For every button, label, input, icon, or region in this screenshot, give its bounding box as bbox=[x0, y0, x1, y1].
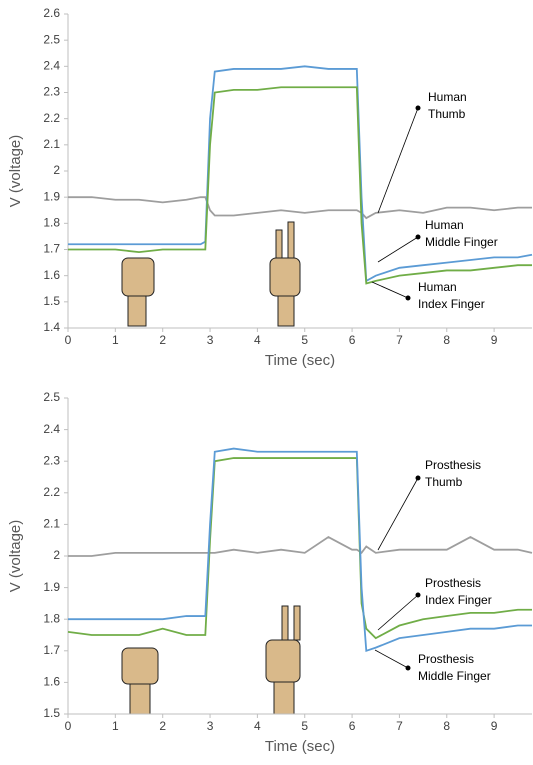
annotation: Human bbox=[425, 218, 464, 232]
y-axis-label: V (voltage) bbox=[7, 135, 24, 208]
annotation: Human bbox=[428, 90, 467, 104]
x-tick-label: 7 bbox=[396, 333, 403, 347]
annotation: Human bbox=[418, 280, 457, 294]
y-tick-label: 2 bbox=[53, 548, 60, 562]
x-tick-label: 6 bbox=[349, 333, 356, 347]
annotation: Thumb bbox=[428, 107, 466, 121]
x-tick-label: 1 bbox=[112, 333, 119, 347]
x-tick-label: 1 bbox=[112, 719, 119, 733]
leader-line bbox=[377, 477, 419, 551]
annotation: Prosthesis bbox=[425, 458, 481, 472]
y-tick-label: 1.8 bbox=[43, 216, 60, 230]
x-tick-label: 4 bbox=[254, 333, 261, 347]
x-tick-label: 3 bbox=[207, 719, 214, 733]
annotation: Prosthesis bbox=[425, 576, 481, 590]
leader-line bbox=[374, 649, 409, 669]
y-tick-label: 1.5 bbox=[43, 706, 60, 720]
x-tick-label: 3 bbox=[207, 333, 214, 347]
y-tick-label: 2.4 bbox=[43, 422, 60, 436]
y-tick-label: 1.6 bbox=[43, 675, 60, 689]
x-axis-label: Time (sec) bbox=[265, 738, 335, 755]
y-tick-label: 2.3 bbox=[43, 85, 60, 99]
y-tick-label: 2 bbox=[53, 163, 60, 177]
y-tick-label: 1.4 bbox=[43, 320, 60, 334]
y-tick-label: 2.6 bbox=[43, 6, 60, 20]
y-axis-label: V (voltage) bbox=[7, 520, 24, 593]
y-tick-label: 1.7 bbox=[43, 643, 60, 657]
series-line bbox=[68, 86, 532, 285]
y-tick-label: 1.5 bbox=[43, 294, 60, 308]
x-axis-label: Time (sec) bbox=[265, 352, 335, 369]
hand-photo bbox=[121, 221, 301, 715]
leader-dot bbox=[415, 105, 421, 111]
leader-line bbox=[377, 107, 419, 214]
annotation: Index Finger bbox=[418, 297, 485, 311]
x-tick-label: 9 bbox=[491, 333, 498, 347]
annotation: Middle Finger bbox=[425, 235, 498, 249]
series-line bbox=[68, 65, 533, 283]
x-tick-label: 8 bbox=[443, 719, 450, 733]
y-tick-label: 2.1 bbox=[43, 517, 60, 531]
leader-dot bbox=[405, 295, 411, 301]
x-tick-label: 5 bbox=[301, 333, 308, 347]
series-line bbox=[67, 457, 532, 640]
y-tick-label: 1.6 bbox=[43, 268, 60, 282]
y-tick-label: 2.3 bbox=[43, 453, 60, 467]
leader-line bbox=[377, 594, 419, 631]
y-tick-label: 2.4 bbox=[43, 59, 60, 73]
leader-dot bbox=[415, 234, 421, 240]
leader-line bbox=[371, 281, 409, 299]
x-tick-label: 7 bbox=[396, 719, 403, 733]
x-tick-label: 6 bbox=[349, 719, 356, 733]
x-tick-label: 4 bbox=[254, 719, 261, 733]
y-tick-label: 1.8 bbox=[43, 611, 60, 625]
leader-dot bbox=[415, 592, 421, 598]
series-line bbox=[68, 196, 532, 220]
y-tick-label: 2.5 bbox=[43, 390, 60, 404]
series-line bbox=[68, 447, 532, 653]
annotation: Middle Finger bbox=[418, 669, 491, 683]
x-tick-label: 0 bbox=[65, 719, 72, 733]
x-tick-label: 5 bbox=[301, 719, 308, 733]
leader-line bbox=[377, 236, 419, 263]
y-tick-label: 2.2 bbox=[43, 111, 60, 125]
y-tick-label: 1.9 bbox=[43, 580, 60, 594]
y-tick-label: 2.5 bbox=[43, 32, 60, 46]
series-line bbox=[68, 535, 533, 557]
x-tick-label: 8 bbox=[443, 333, 450, 347]
x-tick-label: 9 bbox=[491, 719, 498, 733]
annotation: Thumb bbox=[425, 475, 463, 489]
y-tick-label: 1.7 bbox=[43, 242, 60, 256]
y-tick-label: 2.1 bbox=[43, 137, 60, 151]
x-tick-label: 0 bbox=[65, 333, 72, 347]
y-tick-label: 2.2 bbox=[43, 485, 60, 499]
x-tick-label: 2 bbox=[159, 719, 166, 733]
x-tick-label: 2 bbox=[159, 333, 166, 347]
y-tick-label: 1.9 bbox=[43, 189, 60, 203]
leader-dot bbox=[405, 665, 411, 671]
annotation: Prosthesis bbox=[418, 652, 474, 666]
leader-dot bbox=[415, 475, 421, 481]
annotation: Index Finger bbox=[425, 593, 492, 607]
